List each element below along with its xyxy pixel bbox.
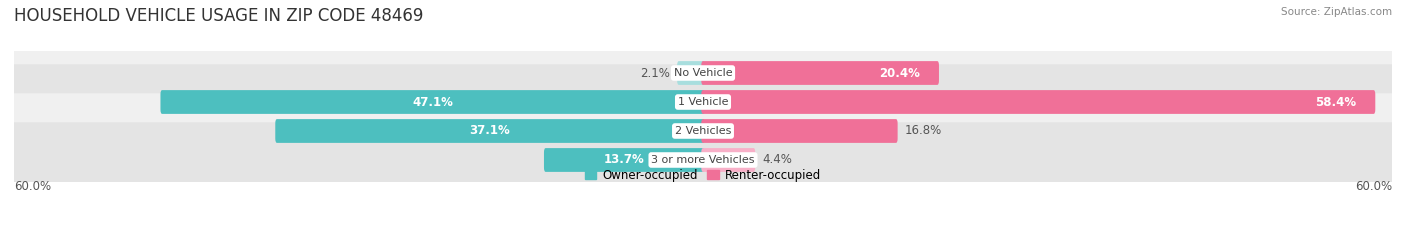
Text: 60.0%: 60.0% (14, 180, 51, 193)
FancyBboxPatch shape (544, 148, 704, 172)
FancyBboxPatch shape (276, 119, 704, 143)
Text: 2.1%: 2.1% (640, 66, 669, 79)
FancyBboxPatch shape (702, 90, 1375, 114)
FancyBboxPatch shape (678, 61, 704, 85)
FancyBboxPatch shape (4, 35, 1402, 111)
Text: 3 or more Vehicles: 3 or more Vehicles (651, 155, 755, 165)
Legend: Owner-occupied, Renter-occupied: Owner-occupied, Renter-occupied (579, 164, 827, 186)
FancyBboxPatch shape (702, 119, 897, 143)
Text: No Vehicle: No Vehicle (673, 68, 733, 78)
Text: 4.4%: 4.4% (762, 154, 793, 167)
FancyBboxPatch shape (4, 122, 1402, 198)
FancyBboxPatch shape (4, 64, 1402, 140)
Text: 13.7%: 13.7% (605, 154, 645, 167)
Text: HOUSEHOLD VEHICLE USAGE IN ZIP CODE 48469: HOUSEHOLD VEHICLE USAGE IN ZIP CODE 4846… (14, 7, 423, 25)
FancyBboxPatch shape (702, 148, 755, 172)
Text: 2 Vehicles: 2 Vehicles (675, 126, 731, 136)
FancyBboxPatch shape (4, 93, 1402, 169)
FancyBboxPatch shape (160, 90, 704, 114)
FancyBboxPatch shape (702, 61, 939, 85)
Text: 60.0%: 60.0% (1355, 180, 1392, 193)
Text: 37.1%: 37.1% (470, 124, 510, 137)
Text: Source: ZipAtlas.com: Source: ZipAtlas.com (1281, 7, 1392, 17)
Text: 20.4%: 20.4% (879, 66, 920, 79)
Text: 16.8%: 16.8% (905, 124, 942, 137)
Text: 1 Vehicle: 1 Vehicle (678, 97, 728, 107)
Text: 58.4%: 58.4% (1315, 96, 1357, 109)
Text: 47.1%: 47.1% (412, 96, 453, 109)
